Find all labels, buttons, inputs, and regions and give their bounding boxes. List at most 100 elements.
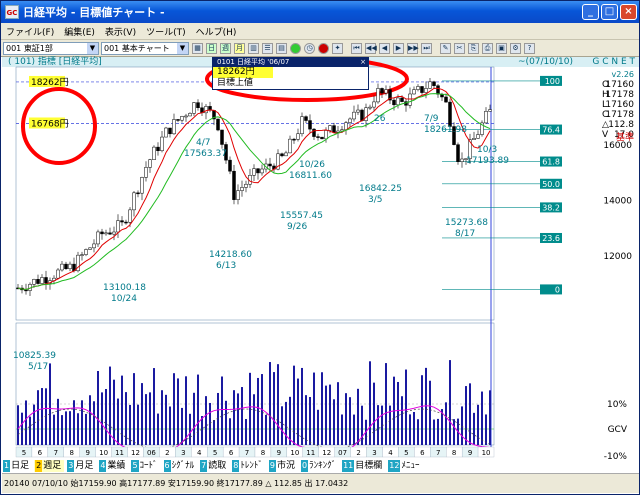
tab-label: ﾗﾝｷﾝｸﾞ — [309, 460, 337, 471]
candle-body — [316, 136, 320, 138]
month-label: 11 — [306, 449, 315, 457]
candle-body — [336, 130, 340, 133]
minimize-button[interactable]: _ — [582, 4, 599, 20]
ohlc-value: 17178 — [605, 110, 634, 120]
daily-icon[interactable]: 日 — [206, 42, 217, 54]
tool-icon[interactable]: ✎ — [440, 42, 451, 54]
tab-1[interactable]: 1 日足 — [2, 459, 32, 472]
candle-body — [376, 88, 380, 103]
candle-body — [160, 136, 164, 152]
month-cell — [477, 446, 495, 458]
grid-icon[interactable]: ▦ — [192, 42, 203, 54]
candle-body — [464, 158, 468, 160]
fib-label: 23.6 — [542, 234, 560, 243]
chart-icon[interactable]: ▤ — [276, 42, 287, 54]
chevron-down-icon[interactable]: ▼ — [87, 42, 98, 54]
menu-file[interactable]: ファイル(F) — [6, 27, 55, 38]
candle-body — [92, 243, 96, 249]
tab-5[interactable]: 5 ｺｰﾄﾞ — [130, 459, 160, 472]
tab-label: 日足 — [11, 460, 30, 471]
list-icon[interactable]: ☰ — [262, 42, 273, 54]
close-icon[interactable]: × — [360, 58, 366, 66]
back-icon[interactable]: ◀ — [379, 42, 390, 54]
print-icon[interactable]: ⎙ — [482, 42, 493, 54]
candle-body — [120, 220, 124, 223]
target-popup[interactable]: 0101 日経平均 '06/07 × 18262円 目標上値 — [212, 57, 369, 90]
weekly-icon[interactable]: 週 — [220, 42, 231, 54]
month-label: 8 — [452, 449, 456, 457]
bar-chart-icon[interactable]: ▥ — [248, 42, 259, 54]
menu-tools[interactable]: ツール(T) — [146, 27, 186, 38]
forward-icon[interactable]: ▶ — [393, 42, 404, 54]
month-label: 11 — [115, 449, 124, 457]
menu-edit[interactable]: 編集(E) — [64, 27, 95, 38]
tab-8[interactable]: 8 ﾄﾚﾝﾄﾞ — [231, 459, 266, 472]
tab-label: 週足 — [43, 460, 62, 471]
tab-number: 1 — [3, 459, 11, 472]
candle-body — [192, 102, 196, 114]
candle-body — [40, 277, 44, 284]
symbol-label: ( 101) 指標 [日経平均] — [8, 57, 102, 67]
chart-type-select[interactable]: 001 基本チャート ▼ — [101, 41, 189, 55]
green-circle-icon[interactable] — [290, 42, 301, 54]
candle-body — [420, 86, 424, 93]
price-annotation: 14218.60 — [209, 250, 252, 260]
candle-body — [392, 99, 396, 106]
copy-icon[interactable]: ⎘ — [468, 42, 479, 54]
target-label-bg — [29, 117, 65, 129]
settings-icon[interactable]: ⚙ — [510, 42, 521, 54]
first-icon[interactable]: ⏮ — [351, 42, 362, 54]
candle-body — [132, 192, 136, 211]
menu-view[interactable]: 表示(V) — [104, 27, 137, 38]
candle-body — [112, 231, 116, 235]
month-label: 07 — [338, 449, 347, 457]
candle-body — [188, 113, 192, 117]
candle-body — [44, 277, 48, 284]
price-annotation: 4/7 — [196, 138, 210, 148]
toolbar: 001 東証1部 ▼ 001 基本チャート ▼ ▦ 日 週 月 ▥ ☰ ▤ ◷ … — [1, 40, 639, 57]
price-annotation: 10/26 — [299, 160, 325, 170]
market-select[interactable]: 001 東証1部 ▼ — [3, 41, 99, 55]
tab-number: 3 — [67, 459, 75, 472]
candle-body — [136, 192, 140, 195]
cut-icon[interactable]: ✂ — [454, 42, 465, 54]
price-annotation: 17193.89 — [466, 156, 509, 166]
maximize-button[interactable]: □ — [601, 4, 618, 20]
candle-body — [180, 116, 184, 121]
candle-body — [172, 119, 176, 135]
forward-fast-icon[interactable]: ▶▶ — [407, 42, 419, 54]
candle-body — [232, 170, 236, 200]
tab-9[interactable]: 9 市況 — [268, 459, 298, 472]
pin-icon[interactable]: ✦ — [332, 42, 343, 54]
candle-body — [456, 144, 460, 162]
ohlc-key: O — [602, 80, 609, 90]
help-icon[interactable]: ? — [524, 42, 535, 54]
candle-body — [88, 247, 92, 250]
candle-body — [416, 86, 420, 90]
tab-7[interactable]: 7 読取 — [199, 459, 229, 472]
candle-body — [308, 120, 312, 130]
tab-2[interactable]: 2 週足 — [34, 459, 65, 472]
month-label: 7 — [436, 449, 440, 457]
ohlc-value: 112.8 — [608, 120, 634, 130]
back-fast-icon[interactable]: ◀◀ — [365, 42, 377, 54]
last-icon[interactable]: ⏭ — [421, 42, 432, 54]
save-icon[interactable]: ▣ — [496, 42, 507, 54]
tab-4[interactable]: 4 業績 — [98, 459, 128, 472]
menu-help[interactable]: ヘルプ(H) — [195, 27, 237, 38]
tab-11[interactable]: 11 目標欄 — [341, 459, 385, 472]
tab-12[interactable]: 12 ﾒﾆｭｰ — [387, 459, 422, 472]
monthly-icon[interactable]: 月 — [234, 42, 245, 54]
candle-body — [144, 167, 148, 178]
oscillator-line — [17, 405, 491, 453]
chevron-down-icon[interactable]: ▼ — [177, 42, 188, 54]
tab-3[interactable]: 3 月足 — [66, 459, 96, 472]
clock-icon[interactable]: ◷ — [304, 42, 315, 54]
month-label: 8 — [70, 449, 74, 457]
tab-10[interactable]: 0 ﾗﾝｷﾝｸﾞ — [300, 459, 339, 472]
record-icon[interactable] — [318, 42, 329, 54]
tab-6[interactable]: 6 ｼｸﾞﾅﾙ — [163, 459, 198, 472]
close-button[interactable]: × — [620, 4, 637, 20]
tab-number: 7 — [200, 459, 208, 472]
